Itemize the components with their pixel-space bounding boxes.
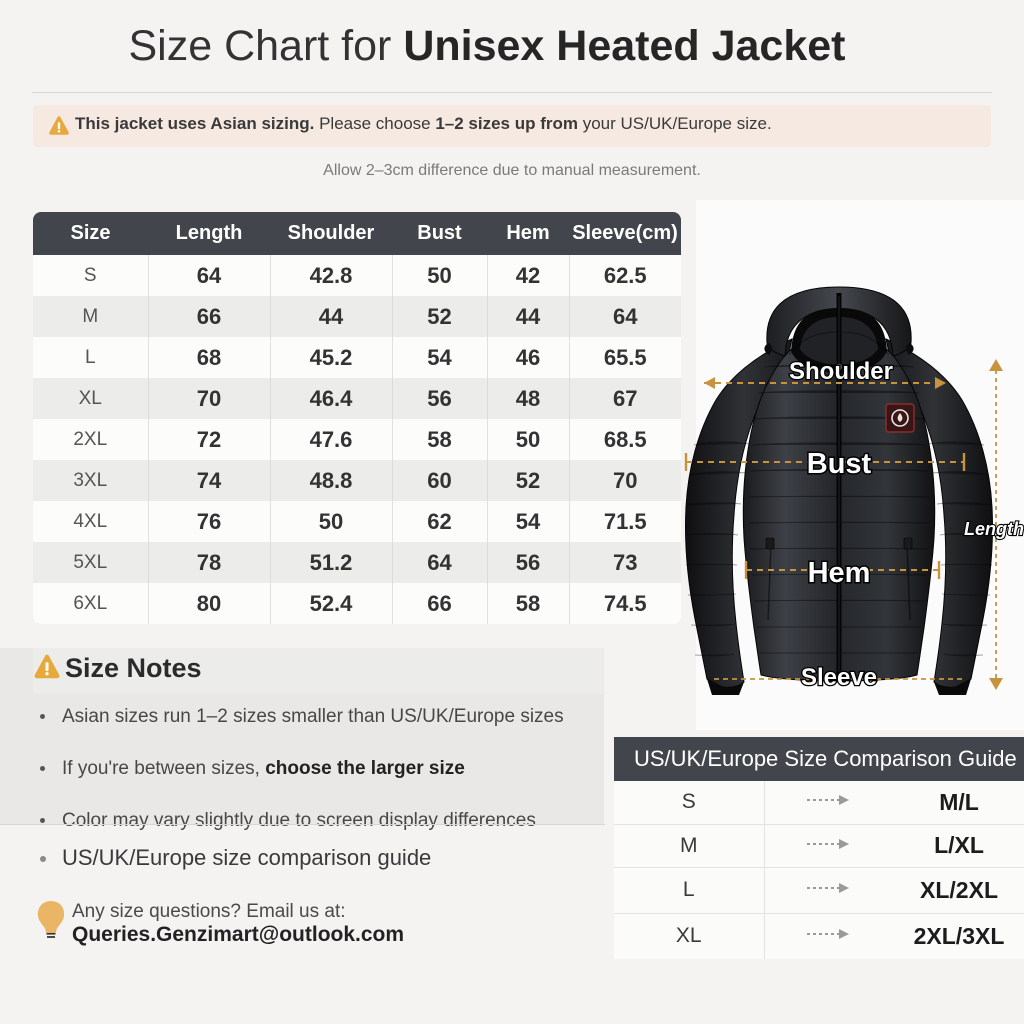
svg-text:Shoulder: Shoulder [789, 358, 893, 385]
svg-text:Sleeve: Sleeve [801, 664, 877, 691]
svg-text:Bust: Bust [807, 448, 872, 480]
svg-text:Hem: Hem [808, 557, 871, 589]
svg-text:Length: Length [964, 519, 1024, 539]
